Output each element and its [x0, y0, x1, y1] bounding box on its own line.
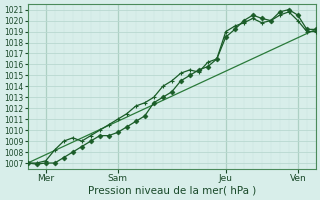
- X-axis label: Pression niveau de la mer( hPa ): Pression niveau de la mer( hPa ): [88, 186, 256, 196]
